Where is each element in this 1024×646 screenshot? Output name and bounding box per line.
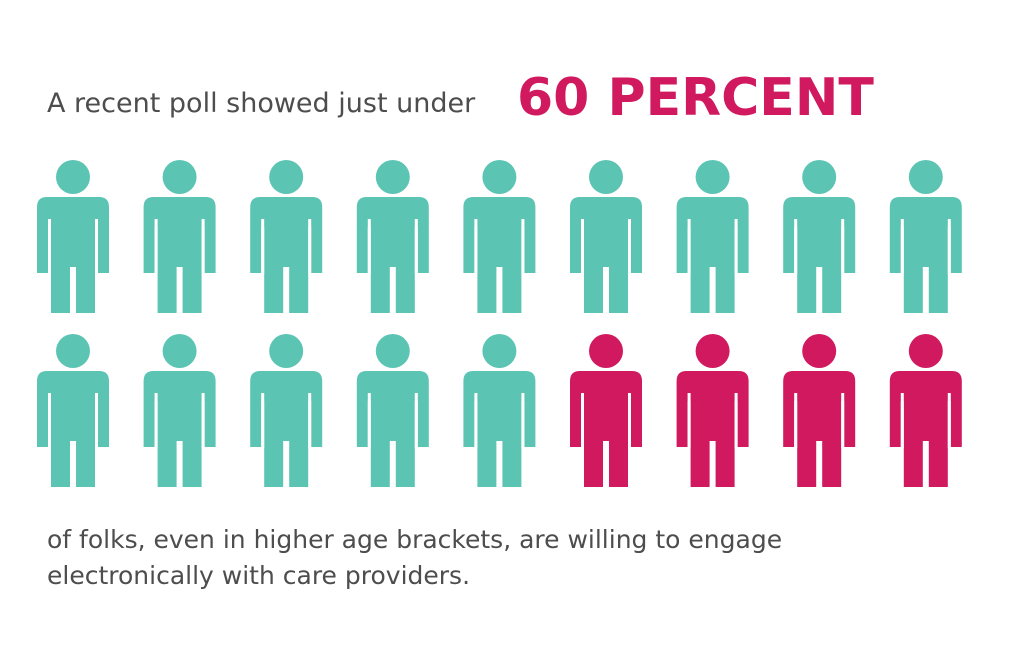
person-head [802,334,837,368]
people-grid [37,160,962,487]
header-highlight: 60 PERCENT [517,68,874,128]
person-head [56,160,90,194]
person-head [269,334,304,368]
person-icon [250,334,323,487]
person-body [37,371,109,487]
person-icon [676,334,749,487]
person-body [889,197,962,313]
person-body [463,371,536,487]
person-icon [356,334,429,487]
person-icon [783,160,856,313]
header-lead: A recent poll showed just under [47,88,476,119]
person-body [676,371,749,487]
person-body [570,371,642,487]
person-body [570,197,642,313]
person-body [783,197,856,313]
person-head [908,160,943,194]
person-head [482,334,517,368]
person-icon [783,334,856,487]
person-head [482,160,517,194]
person-body [356,371,429,487]
person-head [56,334,90,368]
person-head [269,160,304,194]
person-icon [37,334,109,487]
person-icon [676,160,749,313]
person-icon [463,160,536,313]
person-body [463,197,536,313]
person-icon [356,160,429,313]
person-body [889,371,962,487]
person-head [908,334,943,368]
footer-line: electronically with care providers. [47,561,470,590]
person-body [676,197,749,313]
person-head [802,160,837,194]
person-head [695,334,730,368]
person-head [162,334,197,368]
person-body [250,371,323,487]
footer-line: of folks, even in higher age brackets, a… [47,525,782,554]
person-icon [889,334,962,487]
person-body [37,197,109,313]
person-icon [889,160,962,313]
person-body [783,371,856,487]
person-head [162,160,197,194]
person-body [250,197,323,313]
person-head [589,160,623,194]
person-head [589,334,623,368]
person-icon [570,160,642,313]
person-icon [250,160,323,313]
person-icon [570,334,642,487]
person-body [143,197,216,313]
person-icon [463,334,536,487]
person-head [375,160,410,194]
person-icon [143,160,216,313]
person-body [143,371,216,487]
person-body [356,197,429,313]
person-head [375,334,410,368]
person-head [695,160,730,194]
person-icon [143,334,216,487]
person-icon [37,160,109,313]
